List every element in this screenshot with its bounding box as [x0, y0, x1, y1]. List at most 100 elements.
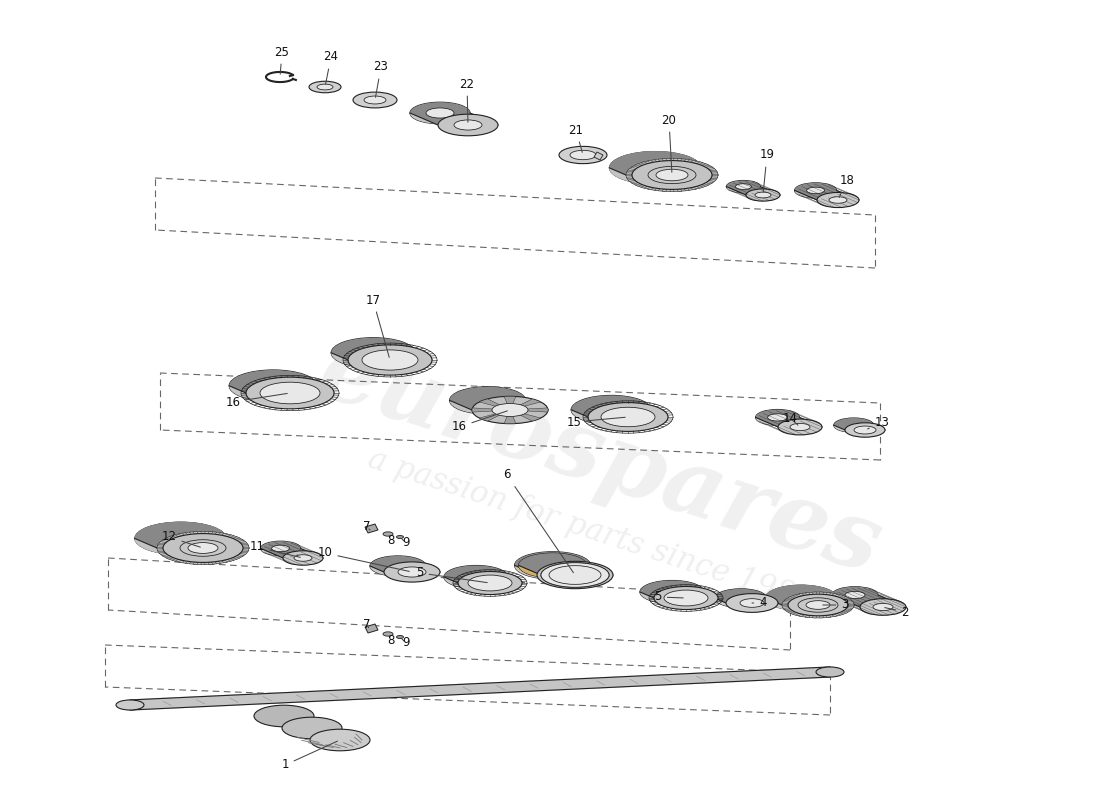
Polygon shape: [710, 169, 716, 170]
Ellipse shape: [790, 423, 810, 430]
Polygon shape: [715, 598, 778, 612]
Polygon shape: [410, 113, 498, 136]
Polygon shape: [243, 547, 249, 549]
Ellipse shape: [527, 556, 579, 574]
Ellipse shape: [317, 84, 333, 90]
Polygon shape: [228, 535, 234, 538]
Ellipse shape: [632, 161, 712, 190]
Polygon shape: [837, 595, 844, 598]
Polygon shape: [766, 598, 854, 618]
Text: 5: 5: [416, 566, 487, 582]
Text: 2: 2: [884, 606, 909, 618]
Polygon shape: [848, 604, 854, 606]
Polygon shape: [242, 545, 249, 546]
Polygon shape: [756, 410, 822, 427]
Ellipse shape: [450, 386, 526, 414]
Polygon shape: [647, 187, 653, 190]
Polygon shape: [229, 386, 334, 409]
Polygon shape: [160, 542, 166, 544]
Polygon shape: [172, 535, 178, 538]
Ellipse shape: [383, 632, 393, 636]
Ellipse shape: [756, 410, 800, 426]
Ellipse shape: [345, 342, 401, 363]
Ellipse shape: [549, 566, 601, 584]
Polygon shape: [331, 338, 432, 360]
Ellipse shape: [626, 158, 718, 191]
Polygon shape: [706, 182, 713, 184]
Polygon shape: [609, 151, 718, 175]
Polygon shape: [794, 183, 859, 200]
Polygon shape: [702, 184, 708, 186]
Polygon shape: [696, 186, 703, 188]
Polygon shape: [784, 609, 791, 611]
Ellipse shape: [310, 730, 370, 750]
Ellipse shape: [609, 151, 701, 184]
Ellipse shape: [454, 569, 498, 585]
Text: 16: 16: [226, 394, 287, 409]
Polygon shape: [240, 542, 246, 544]
Polygon shape: [450, 400, 548, 424]
Ellipse shape: [180, 540, 226, 556]
Polygon shape: [232, 537, 240, 539]
Ellipse shape: [370, 556, 426, 576]
Polygon shape: [571, 395, 668, 417]
Polygon shape: [813, 616, 816, 618]
Polygon shape: [792, 595, 799, 598]
Polygon shape: [662, 158, 667, 161]
Ellipse shape: [740, 598, 764, 607]
Polygon shape: [832, 586, 906, 607]
Polygon shape: [229, 370, 334, 393]
Polygon shape: [847, 602, 854, 603]
Polygon shape: [712, 174, 718, 176]
Ellipse shape: [782, 592, 854, 618]
Polygon shape: [826, 593, 830, 595]
Polygon shape: [702, 164, 708, 166]
Ellipse shape: [537, 562, 613, 589]
Ellipse shape: [426, 108, 454, 118]
Polygon shape: [162, 554, 169, 557]
Ellipse shape: [364, 96, 386, 104]
Ellipse shape: [472, 396, 548, 424]
Text: 3: 3: [823, 598, 849, 611]
Ellipse shape: [746, 189, 780, 201]
Polygon shape: [631, 166, 638, 168]
Ellipse shape: [353, 92, 397, 108]
Ellipse shape: [873, 603, 893, 610]
Text: 9: 9: [402, 537, 409, 550]
Polygon shape: [832, 614, 837, 617]
Text: 1: 1: [282, 741, 338, 771]
Text: eurospares: eurospares: [308, 326, 892, 594]
Polygon shape: [784, 599, 791, 601]
Polygon shape: [192, 531, 198, 534]
Ellipse shape: [736, 184, 751, 190]
Polygon shape: [636, 184, 642, 186]
Polygon shape: [678, 189, 682, 191]
Polygon shape: [726, 181, 780, 195]
Ellipse shape: [860, 598, 906, 615]
Ellipse shape: [383, 532, 393, 536]
Polygon shape: [628, 169, 635, 170]
Polygon shape: [847, 606, 854, 608]
Text: a passion for parts since 1985: a passion for parts since 1985: [364, 443, 816, 617]
Text: 21: 21: [569, 123, 583, 152]
Ellipse shape: [444, 566, 508, 589]
Text: 11: 11: [250, 541, 300, 558]
Polygon shape: [242, 550, 249, 551]
Text: 16: 16: [451, 411, 507, 434]
Polygon shape: [794, 190, 859, 207]
Ellipse shape: [518, 553, 586, 578]
Ellipse shape: [410, 102, 470, 124]
Polygon shape: [711, 171, 717, 173]
Polygon shape: [788, 597, 794, 599]
Polygon shape: [236, 554, 244, 557]
Ellipse shape: [729, 594, 752, 602]
Text: 8: 8: [387, 634, 395, 646]
Ellipse shape: [588, 402, 668, 431]
Ellipse shape: [515, 552, 591, 579]
Polygon shape: [711, 177, 717, 178]
Polygon shape: [715, 589, 778, 603]
Ellipse shape: [468, 575, 512, 591]
Polygon shape: [370, 566, 440, 582]
Ellipse shape: [854, 426, 876, 434]
Polygon shape: [221, 534, 228, 536]
